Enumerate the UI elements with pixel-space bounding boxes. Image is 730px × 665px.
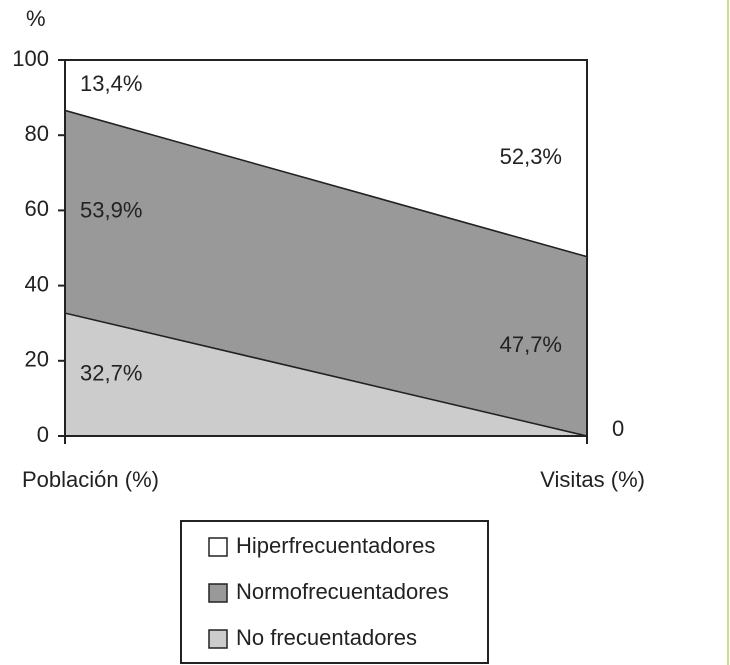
value-label: 0 [612, 416, 624, 441]
legend-swatch [208, 583, 228, 603]
plot-frame [64, 59, 588, 437]
value-label: 47,7% [500, 332, 562, 357]
legend-swatch [208, 629, 228, 649]
y-tick-label: 40 [25, 271, 49, 296]
y-tick-label: 100 [12, 46, 49, 71]
value-label: 53,9% [80, 198, 142, 223]
y-tick-label: 60 [25, 196, 49, 221]
legend-swatch [208, 537, 228, 557]
legend-label: No frecuentadores [236, 625, 417, 650]
legend-label: Hiperfrecuentadores [236, 533, 435, 558]
y-tick-label: 20 [25, 347, 49, 372]
value-label: 32,7% [80, 360, 142, 385]
x-tick-label: Población (%) [22, 467, 159, 492]
y-tick-label: 0 [37, 422, 49, 447]
value-label: 52,3% [500, 144, 562, 169]
y-axis-label: % [26, 6, 46, 31]
legend-box [180, 520, 489, 664]
y-tick-label: 80 [25, 121, 49, 146]
value-label: 13,4% [80, 71, 142, 96]
x-tick-label: Visitas (%) [540, 467, 645, 492]
legend-label: Normofrecuentadores [236, 579, 449, 604]
